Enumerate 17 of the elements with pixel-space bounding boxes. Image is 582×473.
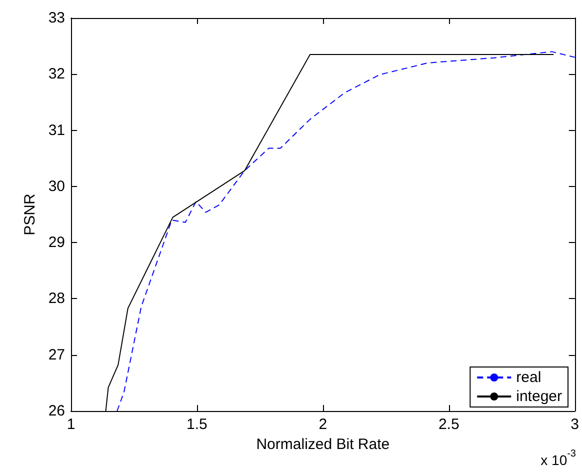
y-tick-label: 33 [48, 10, 65, 26]
x-tick-label: 3 [570, 416, 579, 433]
y-tick-label: 26 [48, 402, 65, 420]
x-tick-label: 1.5 [186, 416, 208, 433]
y-tick-label: 32 [48, 66, 65, 83]
x-tick-label: 2.5 [438, 416, 460, 433]
y-tick-label: 31 [48, 122, 65, 139]
y-axis-title: PSNR [21, 194, 38, 236]
x-axis-title: Normalized Bit Rate [256, 436, 390, 453]
y-tick-label: 27 [48, 346, 65, 364]
x-tick-label: 1 [66, 416, 76, 433]
legend-label: integer [516, 388, 562, 405]
y-tick-label: 29 [48, 234, 65, 252]
legend-label: real [516, 369, 542, 386]
y-tick-label: 30 [48, 178, 65, 195]
x-tick-label: 2 [318, 416, 328, 433]
y-tick-label: 28 [48, 290, 65, 308]
